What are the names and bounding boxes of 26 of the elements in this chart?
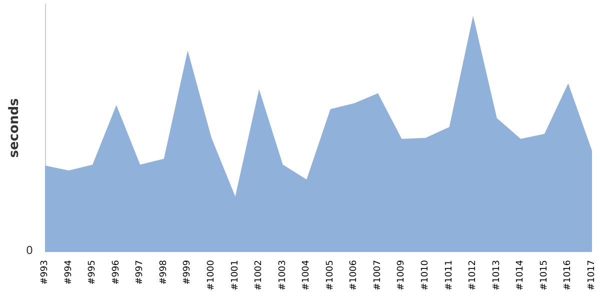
x-tick-label: #996 xyxy=(111,260,122,285)
x-tick-label: #1003 xyxy=(278,260,288,290)
x-tick-label: #1002 xyxy=(254,260,264,290)
x-tick-label: #1005 xyxy=(325,260,336,290)
x-tick-label: #997 xyxy=(135,260,146,285)
x-tick-label: #1016 xyxy=(563,260,574,290)
x-tick-label: #999 xyxy=(182,260,193,285)
x-tick-label: #1004 xyxy=(302,260,312,290)
x-tick-label: #1001 xyxy=(230,260,240,290)
x-tick-label: #1015 xyxy=(539,260,550,290)
x-tick-label: #1013 xyxy=(492,260,502,290)
x-tick-label: #1006 xyxy=(349,260,360,290)
x-tick-label: #1017 xyxy=(587,260,597,290)
x-tick-label: #1007 xyxy=(372,260,383,290)
x-tick-label: #993 xyxy=(40,260,50,285)
x-tick-label: #1000 xyxy=(206,260,216,290)
x-tick-label: #994 xyxy=(64,260,74,285)
x-tick-label: #1010 xyxy=(420,260,431,290)
x-tick-label: #1009 xyxy=(396,260,407,290)
x-tick-label: #1014 xyxy=(516,260,526,290)
x-tick-label: #1011 xyxy=(444,260,454,290)
text: 0 xyxy=(26,244,33,257)
x-tick-label: #1012 xyxy=(468,260,478,290)
y-axis-title: seconds xyxy=(7,98,22,158)
x-tick-label: #998 xyxy=(158,260,169,285)
x-tick-label: #995 xyxy=(88,260,98,285)
